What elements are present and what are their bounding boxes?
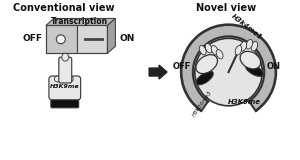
Ellipse shape [62,53,69,61]
Ellipse shape [251,41,258,51]
Ellipse shape [60,76,67,82]
Ellipse shape [66,76,73,82]
Circle shape [56,35,65,44]
Ellipse shape [196,55,218,74]
Ellipse shape [240,51,261,69]
Text: ON: ON [119,34,135,43]
FancyBboxPatch shape [51,96,79,108]
Bar [46,25,77,53]
Text: H3K9me: H3K9me [228,99,261,105]
Text: ON: ON [266,62,280,71]
Ellipse shape [246,40,253,49]
Ellipse shape [54,76,61,82]
FancyArrow shape [149,65,167,79]
Polygon shape [107,18,116,53]
Text: Conventional view: Conventional view [13,3,115,13]
Ellipse shape [216,50,223,59]
Bar [46,25,107,53]
Text: OFF: OFF [172,62,191,71]
Text: H3K36me3: H3K36me3 [192,90,214,118]
FancyBboxPatch shape [49,76,81,100]
Text: OFF: OFF [23,34,43,43]
Ellipse shape [196,71,213,85]
FancyBboxPatch shape [59,57,72,83]
Ellipse shape [205,44,212,53]
Bar [77,25,107,53]
Text: H3K9me: H3K9me [50,84,80,89]
Ellipse shape [245,64,263,76]
Circle shape [195,38,262,106]
Text: Novel view: Novel view [196,3,256,13]
Text: H3k4me1: H3k4me1 [230,13,263,40]
Polygon shape [46,18,116,25]
Ellipse shape [211,46,218,55]
Ellipse shape [199,46,206,55]
Ellipse shape [235,45,242,55]
Ellipse shape [240,41,247,51]
Text: Transcription: Transcription [51,17,108,26]
